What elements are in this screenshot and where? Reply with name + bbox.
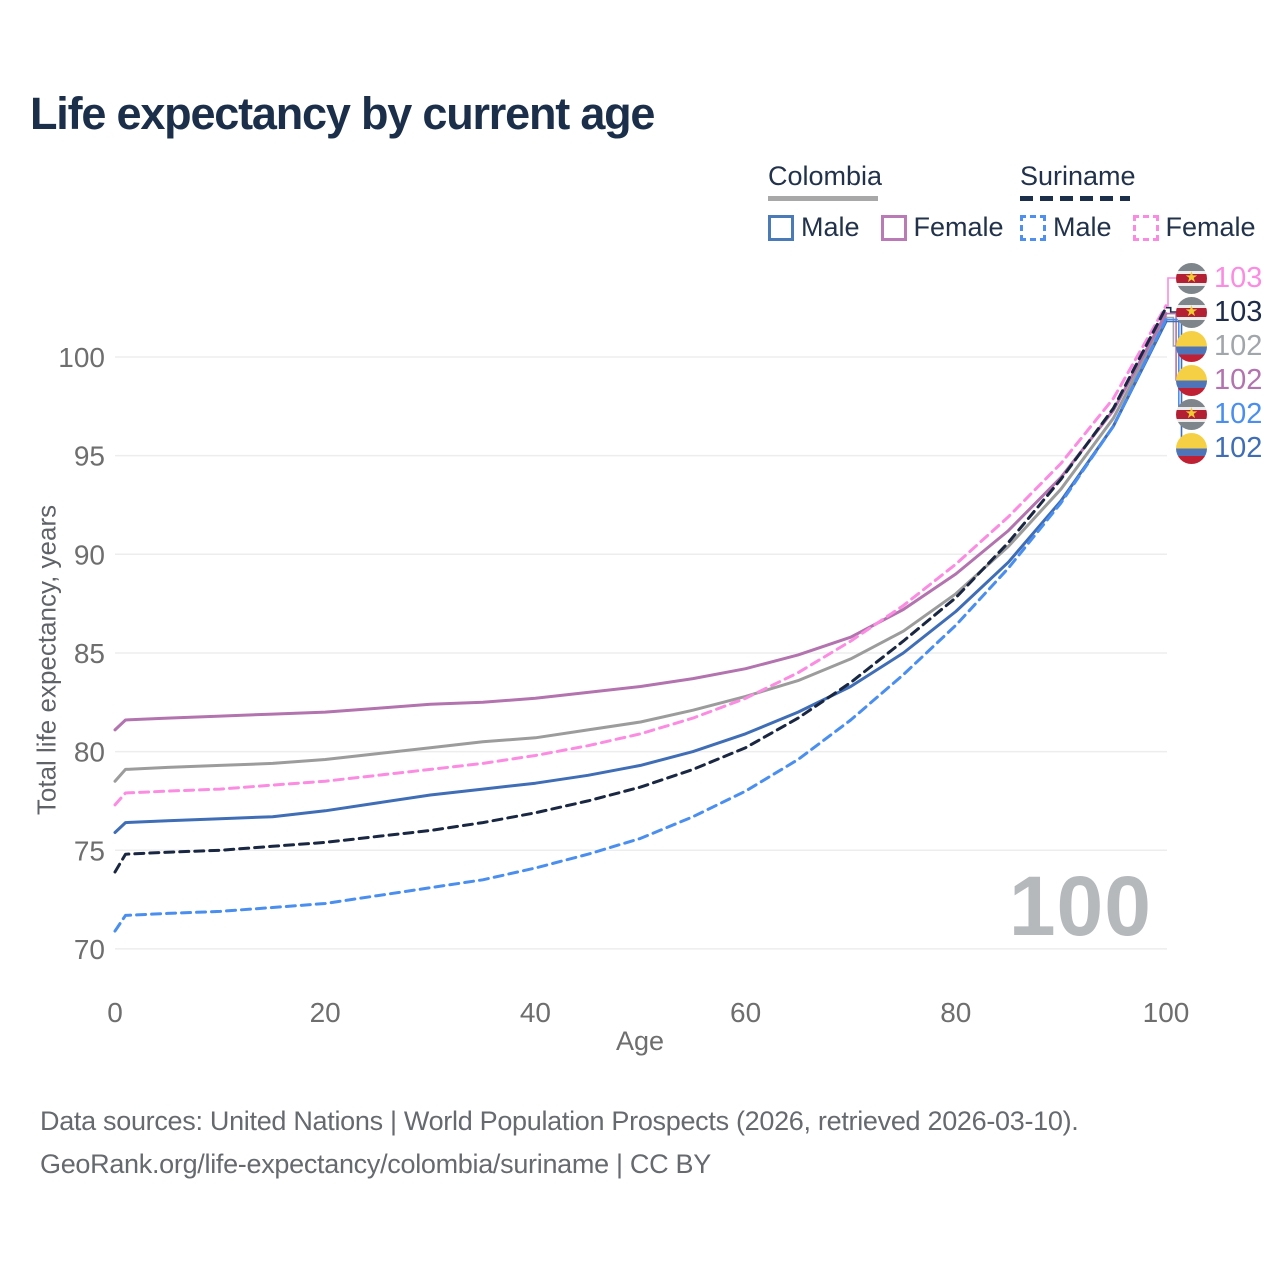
end-label-colombia_female[interactable]: 102 [1176, 364, 1262, 396]
legend-colombia-title: Colombia [768, 161, 883, 191]
end-label-suriname_male[interactable]: ★ 102 [1176, 398, 1262, 430]
suriname-male-label: Male [1053, 212, 1112, 242]
y-tick-90: 90 [74, 539, 105, 570]
suriname-female-label: Female [1165, 212, 1256, 242]
colombia-flag-icon [1176, 432, 1207, 464]
end-value-suriname_male: 102 [1214, 397, 1263, 430]
end-label-suriname_total[interactable]: ★ 103 [1176, 296, 1262, 328]
x-tick-80: 80 [940, 997, 971, 1028]
y-tick-80: 80 [74, 737, 105, 768]
end-value-colombia_male: 102 [1214, 431, 1263, 464]
colombia-flag-icon [1176, 330, 1207, 362]
end-value-suriname_total: 103 [1214, 295, 1263, 328]
age-counter-watermark: 100 [1008, 859, 1152, 953]
colombia-flag-icon [1176, 364, 1207, 396]
y-tick-75: 75 [74, 835, 105, 866]
page-title: Life expectancy by current age [30, 88, 655, 139]
end-label-colombia_total[interactable]: 102 [1176, 330, 1262, 362]
x-tick-100: 100 [1143, 997, 1190, 1028]
x-tick-0: 0 [107, 997, 123, 1028]
legend-suriname-title: Suriname [1020, 161, 1136, 191]
series-line-suriname_female[interactable] [113, 304, 1168, 807]
suriname-flag-icon: ★ [1176, 296, 1207, 328]
y-tick-95: 95 [74, 441, 105, 472]
y-axis-title: Total life expectancy, years [31, 504, 62, 816]
series-line-suriname_male[interactable] [113, 318, 1168, 933]
end-value-suriname_female: 103 [1214, 261, 1263, 294]
end-value-colombia_total: 102 [1214, 329, 1263, 362]
end-value-colombia_female: 102 [1214, 363, 1263, 396]
colombia-female-label: Female [913, 212, 1004, 242]
legend-item-suriname-male[interactable]: Male [1020, 212, 1112, 243]
x-axis-title: Age [615, 1026, 665, 1056]
colombia-male-label: Male [801, 212, 860, 242]
colombia-male-checkbox[interactable] [768, 214, 794, 241]
suriname-dashed-line-sample [1020, 196, 1130, 201]
colombia-solid-line-sample [768, 196, 878, 201]
series-line-suriname_total[interactable] [113, 306, 1168, 874]
footer-sources-line: Data sources: United Nations | World Pop… [40, 1106, 1079, 1136]
x-tick-40: 40 [520, 997, 551, 1028]
suriname-flag-icon: ★ [1176, 262, 1207, 294]
legend-group-suriname: Suriname Male Female [1020, 161, 1256, 243]
series-line-colombia_total[interactable] [113, 316, 1168, 783]
suriname-male-checkbox[interactable] [1020, 214, 1046, 241]
footer: Data sources: United Nations | World Pop… [40, 1106, 1079, 1192]
y-tick-100: 100 [58, 342, 105, 373]
y-tick-85: 85 [74, 638, 105, 669]
legend-item-colombia-female[interactable]: Female [880, 212, 1004, 243]
y-tick-70: 70 [74, 934, 105, 965]
suriname-star-icon: ★ [1184, 303, 1199, 321]
x-tick-60: 60 [730, 997, 761, 1028]
colombia-female-checkbox[interactable] [880, 214, 907, 241]
end-label-colombia_male[interactable]: 102 [1176, 432, 1262, 464]
suriname-flag-icon: ★ [1176, 398, 1207, 430]
legend-group-colombia: Colombia Male Female [768, 161, 1004, 243]
suriname-female-checkbox[interactable] [1132, 214, 1159, 241]
suriname-star-icon: ★ [1184, 269, 1199, 287]
footer-url-line: GeoRank.org/life-expectancy/colombia/sur… [40, 1149, 711, 1179]
x-tick-20: 20 [310, 997, 341, 1028]
legend-item-suriname-female[interactable]: Female [1132, 212, 1256, 243]
suriname-star-icon: ★ [1184, 405, 1199, 423]
end-label-suriname_female[interactable]: ★ 103 [1176, 262, 1262, 294]
legend-item-colombia-male[interactable]: Male [768, 212, 860, 243]
series-line-colombia_male[interactable] [113, 320, 1168, 834]
series-line-colombia_female[interactable] [113, 312, 1168, 732]
